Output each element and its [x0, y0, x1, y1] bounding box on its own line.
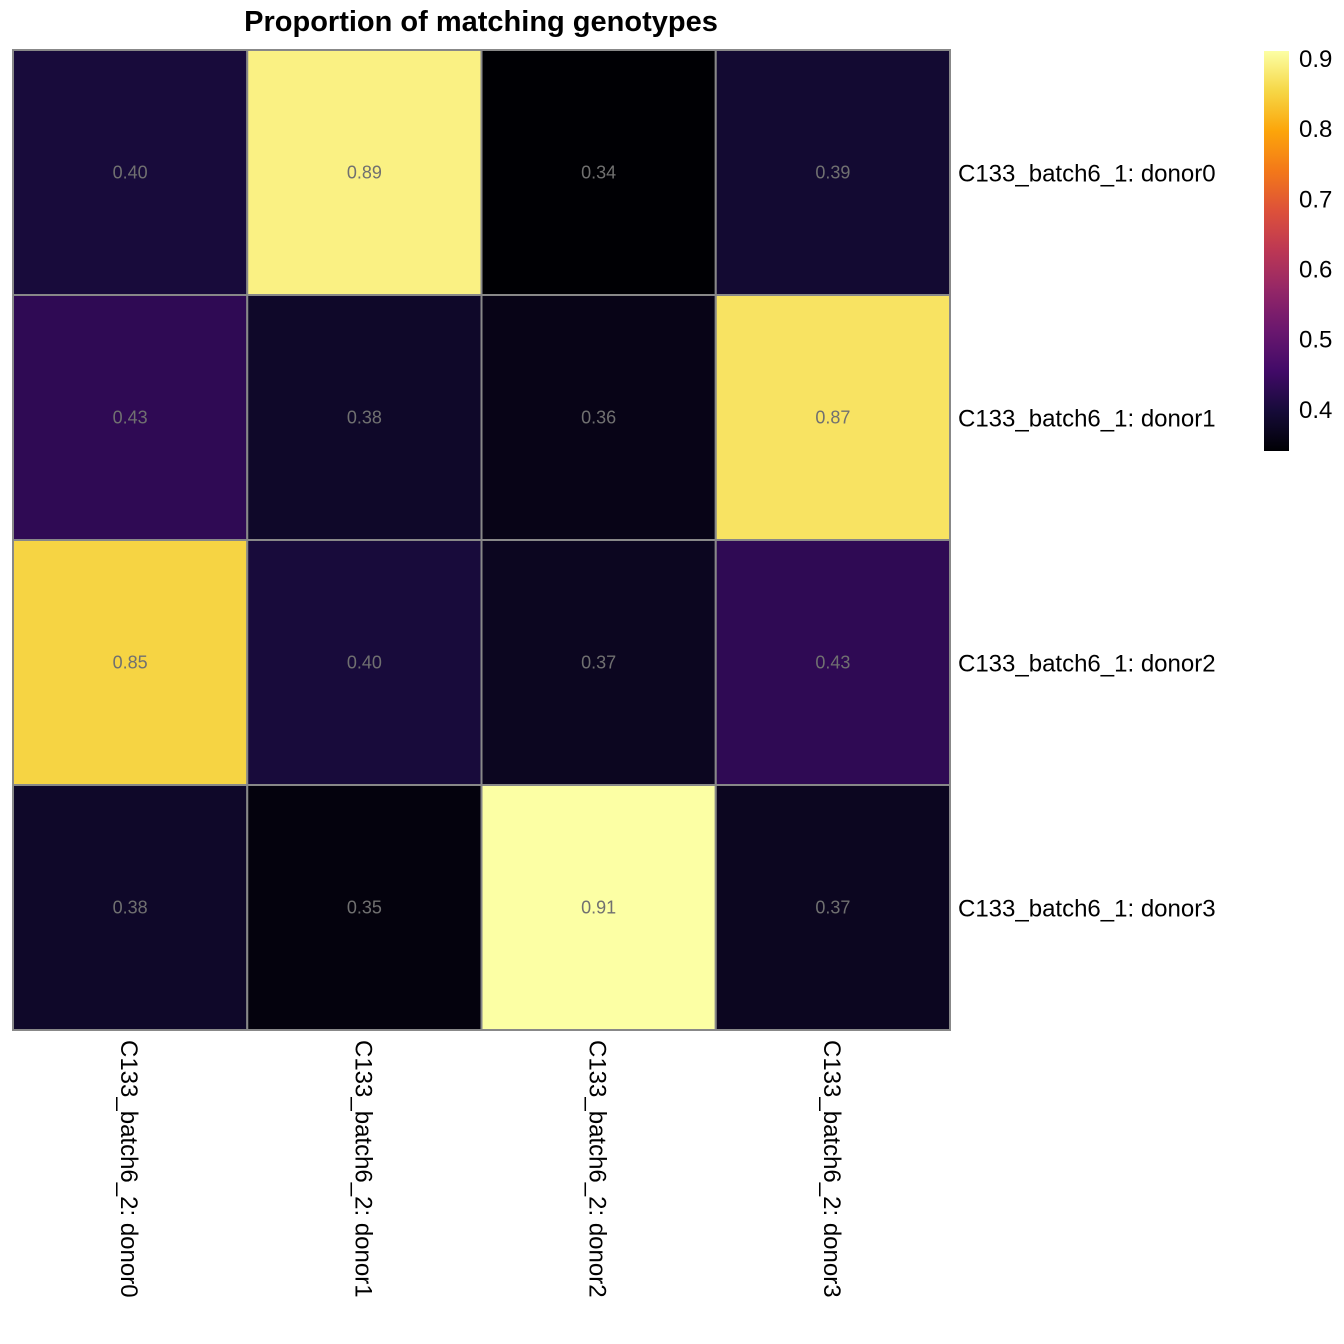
colorbar-tick-label: 0.9 [1299, 46, 1332, 73]
cell-label: 0.91 [581, 898, 616, 918]
cell-label: 0.87 [815, 408, 850, 428]
row-label: C133_batch6_1: donor0 [958, 161, 1216, 188]
cell-label: 0.89 [347, 163, 382, 183]
colorbar-tick-label: 0.8 [1299, 116, 1332, 143]
cell-label: 0.39 [815, 163, 850, 183]
row-label: C133_batch6_1: donor2 [958, 651, 1216, 678]
heatmap-cell [480, 784, 717, 1031]
heatmap-cell [246, 294, 483, 541]
cell-label: 0.38 [347, 408, 382, 428]
colorbar-tick-label: 0.4 [1299, 397, 1332, 424]
cell-label: 0.85 [113, 653, 148, 673]
row-label: C133_batch6_1: donor3 [958, 896, 1216, 923]
heatmap-cell [12, 49, 249, 296]
heatmap-cell [480, 49, 717, 296]
heatmap-cell [714, 294, 951, 541]
column-label: C133_batch6_2: donor2 [584, 1040, 611, 1298]
row-label: C133_batch6_1: donor1 [958, 406, 1216, 433]
cell-label: 0.40 [113, 163, 148, 183]
heatmap-cell [714, 49, 951, 296]
cell-label: 0.43 [113, 408, 148, 428]
cell-label: 0.35 [347, 898, 382, 918]
heatmap-cell [12, 784, 249, 1031]
column-label: C133_batch6_2: donor3 [818, 1040, 845, 1298]
cell-label: 0.37 [815, 898, 850, 918]
heatmap-cell [12, 294, 249, 541]
heatmap-cell [246, 539, 483, 786]
cell-label: 0.38 [113, 898, 148, 918]
colorbar-tick-label: 0.5 [1299, 327, 1332, 354]
colorbar-tick-label: 0.7 [1299, 186, 1332, 213]
column-label: C133_batch6_2: donor1 [349, 1040, 376, 1298]
heatmap-cell [246, 49, 483, 296]
heatmap-cell [246, 784, 483, 1031]
cell-label: 0.37 [581, 653, 616, 673]
cell-label: 0.43 [815, 653, 850, 673]
colorbar-tick-label: 0.6 [1299, 257, 1332, 284]
chart-title: Proportion of matching genotypes [244, 6, 718, 38]
heatmap-cell [714, 539, 951, 786]
cell-label: 0.34 [581, 163, 616, 183]
column-label: C133_batch6_2: donor0 [115, 1040, 142, 1298]
colorbar [1264, 51, 1289, 451]
heatmap-cell [714, 784, 951, 1031]
cell-label: 0.40 [347, 653, 382, 673]
cell-label: 0.36 [581, 408, 616, 428]
